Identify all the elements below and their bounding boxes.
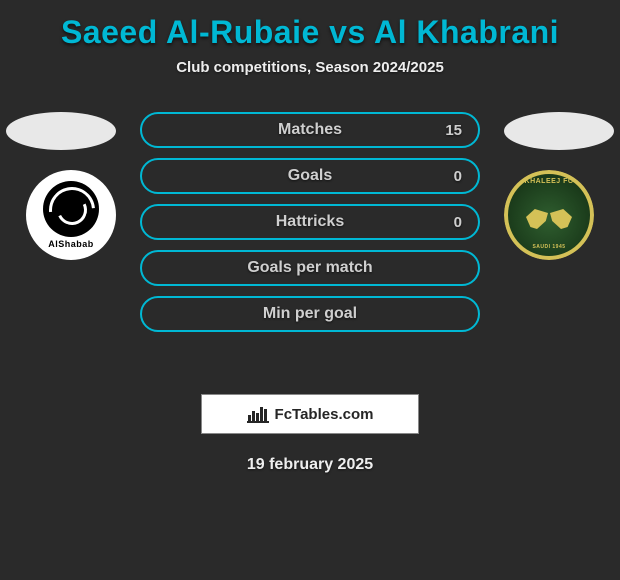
page-subtitle: Club competitions, Season 2024/2025 xyxy=(0,59,620,76)
club-badge-left: AlShabab xyxy=(26,170,116,260)
al-shabab-swirl-icon xyxy=(43,181,99,237)
stats-bars: Matches 15 Goals 0 Hattricks 0 Goals per… xyxy=(140,112,480,332)
snapshot-date: 19 february 2025 xyxy=(0,456,620,474)
bar-chart-icon xyxy=(247,405,269,423)
fctables-logo-text: FcTables.com xyxy=(275,406,374,423)
club-badge-right-top-text: KHALEEJ FC xyxy=(508,178,590,185)
stat-row-min-per-goal: Min per goal xyxy=(140,296,480,332)
club-badge-right-inner: KHALEEJ FC SAUDI 1945 xyxy=(504,170,594,260)
comparison-area: AlShabab KHALEEJ FC SAUDI 1945 Matches 1… xyxy=(0,112,620,372)
stat-label: Goals per match xyxy=(247,259,372,277)
stat-label: Matches xyxy=(278,121,342,139)
stat-row-goals-per-match: Goals per match xyxy=(140,250,480,286)
page-title: Saeed Al-Rubaie vs Al Khabrani xyxy=(0,0,620,59)
stat-value: 0 xyxy=(454,214,462,231)
player-left-face-placeholder xyxy=(6,112,116,150)
player-right-face-placeholder xyxy=(504,112,614,150)
stat-label: Min per goal xyxy=(263,305,357,323)
stat-row-matches: Matches 15 xyxy=(140,112,480,148)
fctables-logo: FcTables.com xyxy=(201,394,419,434)
stat-value: 15 xyxy=(445,122,462,139)
club-badge-left-inner: AlShabab xyxy=(26,170,116,260)
stat-row-hattricks: Hattricks 0 xyxy=(140,204,480,240)
stat-label: Hattricks xyxy=(276,213,344,231)
eagle-icon xyxy=(526,201,572,235)
club-badge-left-label: AlShabab xyxy=(48,239,94,249)
stat-value: 0 xyxy=(454,168,462,185)
club-badge-right-bottom-text: SAUDI 1945 xyxy=(508,244,590,250)
club-badge-right: KHALEEJ FC SAUDI 1945 xyxy=(504,170,594,260)
stat-label: Goals xyxy=(288,167,332,185)
stat-row-goals: Goals 0 xyxy=(140,158,480,194)
